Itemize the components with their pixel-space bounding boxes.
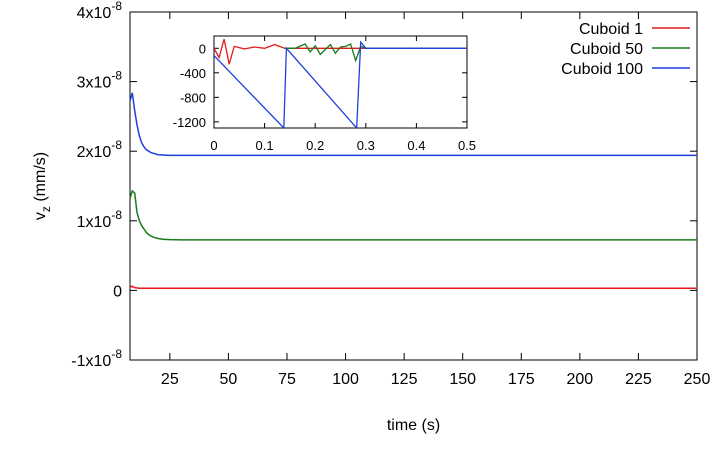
inset-x-tick-label: 0.4 — [407, 138, 425, 153]
x-tick-label: 200 — [566, 371, 593, 388]
y-axis-label-symbol: v — [32, 212, 49, 220]
inset-x-tick-label: 0.5 — [458, 138, 476, 153]
series-line-0 — [129, 285, 697, 290]
inset-plot: 0 0.1 0.2 0.3 0.4 0.5 0 -400 -800 -1200 — [173, 35, 476, 153]
main-plot: 25 50 75 100 125 150 175 200 225 250-1x10-801x10-… — [32, 0, 710, 434]
y-tick-mantissa: 2x10 — [77, 144, 112, 161]
x-tick-label: 225 — [625, 371, 652, 388]
legend-label-2: Cuboid 100 — [561, 61, 643, 78]
series-line-1 — [129, 189, 697, 241]
main-plot-frame — [129, 11, 698, 361]
y-tick-exponent: -8 — [111, 0, 122, 13]
inset-x-tick-label: 0.3 — [357, 138, 375, 153]
y-tick-mantissa: -1x10 — [71, 353, 111, 370]
x-tick-label: 50 — [220, 371, 238, 388]
x-tick-label: 125 — [391, 371, 418, 388]
y-tick-mantissa: 3x10 — [77, 75, 112, 92]
y-tick-label: -1x10-8 — [71, 347, 122, 370]
inset-x-tick-label: 0.2 — [306, 138, 324, 153]
inset-x-tick-label: 0 — [210, 138, 217, 153]
y-axis-label-subscript: z — [39, 206, 53, 212]
y-tick-label: 4x10-8 — [77, 0, 123, 22]
y-tick-label: 3x10-8 — [77, 69, 123, 92]
y-tick-mantissa: 4x10 — [77, 5, 112, 22]
x-tick-label: 75 — [278, 371, 296, 388]
inset-series-line-1 — [284, 43, 467, 63]
inset-y-tick-label: 0 — [199, 41, 206, 56]
inset-x-tick-label: 0.1 — [256, 138, 274, 153]
y-tick-exponent: -8 — [111, 69, 122, 83]
y-tick-mantissa: 1x10 — [77, 214, 112, 231]
y-tick-exponent: -8 — [111, 138, 122, 152]
inset-series-line-2 — [214, 40, 467, 128]
x-tick-label: 100 — [332, 371, 359, 388]
x-tick-label: 25 — [161, 371, 179, 388]
inset-frame — [213, 35, 468, 129]
inset-y-tick-label: -400 — [180, 66, 206, 81]
y-tick-label: 2x10-8 — [77, 138, 123, 161]
series-line-2 — [129, 92, 697, 157]
x-axis-label: time (s) — [387, 417, 440, 434]
legend: Cuboid 1 Cuboid 50 Cuboid 100 — [561, 21, 690, 78]
y-tick-exponent: -8 — [111, 347, 122, 361]
y-tick-exponent: -8 — [111, 208, 122, 222]
y-tick-label: 1x10-8 — [77, 208, 123, 231]
y-tick-mantissa: 0 — [113, 283, 122, 300]
inset-lines — [214, 38, 467, 128]
y-axis-label-unit: (mm/s) — [32, 152, 49, 206]
y-tick-label: 0 — [113, 283, 122, 300]
x-tick-label: 150 — [449, 371, 476, 388]
inset-y-tick-label: -1200 — [173, 115, 206, 130]
legend-label-0: Cuboid 1 — [579, 21, 643, 38]
inset-series-line-0 — [214, 38, 467, 65]
y-axis-label: vz (mm/s) — [32, 152, 53, 220]
legend-label-1: Cuboid 50 — [570, 41, 643, 58]
x-tick-label: 175 — [508, 371, 535, 388]
x-tick-label: 250 — [684, 371, 711, 388]
inset-y-tick-label: -800 — [180, 90, 206, 105]
